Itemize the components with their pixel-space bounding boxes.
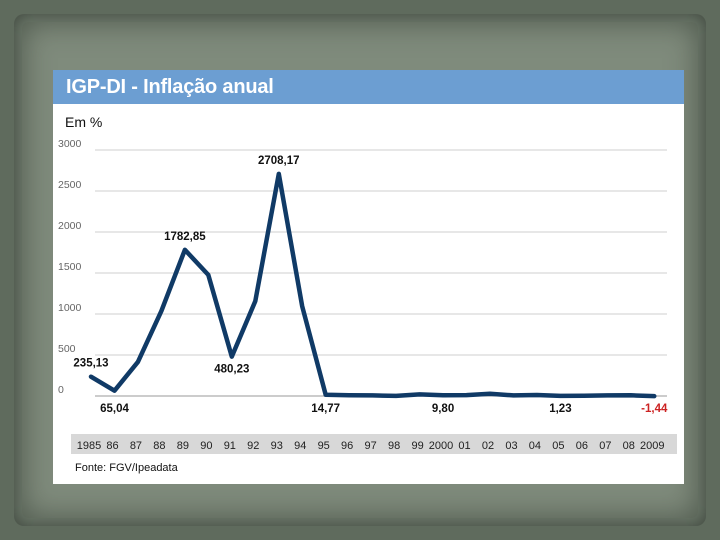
y-tick-label: 1500: [58, 261, 82, 273]
grid-layer: [95, 149, 667, 397]
x-tick-label: 05: [552, 440, 564, 452]
data-label: -1,44: [641, 403, 668, 415]
x-tick-label: 2000: [429, 440, 453, 452]
data-label: 2708,17: [258, 155, 300, 167]
chart-panel: IGP-DI - Inflação anual Em % 3000 2500 200…: [53, 70, 684, 484]
x-tick-label: 08: [623, 440, 635, 452]
y-tick-labels: 3000 2500 2000 1500 1000 500 0: [58, 138, 82, 396]
x-tick-label: 95: [318, 440, 330, 452]
data-label: 235,13: [73, 358, 108, 370]
x-tick-label: 99: [411, 440, 423, 452]
x-tick-label: 02: [482, 440, 494, 452]
y-tick-label: 2500: [58, 179, 82, 191]
y-tick-label: 1000: [58, 302, 82, 314]
y-tick-label: 3000: [58, 138, 82, 150]
data-label: 1,23: [549, 403, 571, 415]
x-tick-label: 86: [106, 440, 118, 452]
chart-svg: 3000 2500 2000 1500 1000 500 0 235,13 65,04 1782…: [58, 138, 668, 452]
data-label: 9,80: [432, 403, 454, 415]
x-tick-label: 89: [177, 440, 189, 452]
x-tick-label: 03: [505, 440, 517, 452]
data-label: 65,04: [100, 403, 129, 415]
x-tick-label: 92: [247, 440, 259, 452]
x-tick-label: 01: [458, 440, 470, 452]
x-tick-label: 2009: [640, 440, 664, 452]
data-label: 480,23: [214, 364, 249, 376]
y-axis-unit-label: Em %: [65, 114, 103, 130]
chart-title: IGP-DI - Inflação anual: [66, 76, 274, 98]
x-axis-band: [71, 434, 677, 454]
data-label: 14,77: [311, 403, 340, 415]
data-label: 1782,85: [164, 231, 206, 243]
series-line-layer: [88, 171, 657, 399]
x-tick-label: 97: [365, 440, 377, 452]
y-tick-label: 2000: [58, 220, 82, 232]
x-tick-label: 06: [576, 440, 588, 452]
source-note: Fonte: FGV/Ipeadata: [75, 462, 178, 474]
title-bar: IGP-DI - Inflação anual: [53, 70, 684, 104]
data-label-layer: 235,13 65,04 1782,85 480,23 2708,17 14,77 9,80…: [73, 155, 668, 415]
x-tick-label: 07: [599, 440, 611, 452]
x-tick-label: 93: [271, 440, 283, 452]
x-tick-label: 04: [529, 440, 541, 452]
x-tick-label: 1985: [77, 440, 101, 452]
series-line: [88, 171, 657, 399]
x-tick-labels: 1985 86 87 88 89 90 91 92 93 94 95 96 97 98 99 2000 01 02…: [77, 440, 665, 452]
x-tick-label: 91: [224, 440, 236, 452]
x-tick-label: 90: [200, 440, 212, 452]
y-tick-label: 500: [58, 343, 76, 355]
x-tick-label: 87: [130, 440, 142, 452]
x-tick-label: 94: [294, 440, 306, 452]
y-tick-label: 0: [58, 384, 64, 396]
x-tick-label: 88: [153, 440, 165, 452]
x-tick-label: 96: [341, 440, 353, 452]
x-tick-label: 98: [388, 440, 400, 452]
